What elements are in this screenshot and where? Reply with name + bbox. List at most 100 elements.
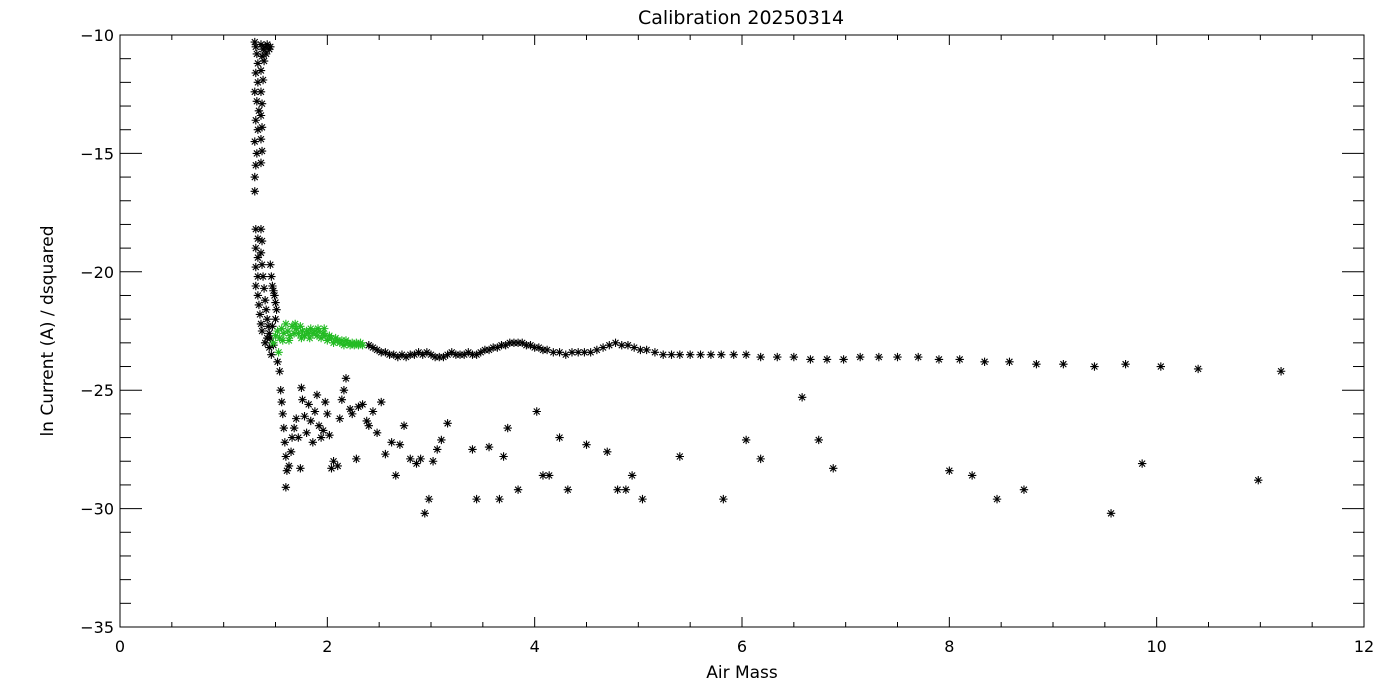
data-point [305, 333, 314, 343]
data-point [372, 428, 382, 438]
x-tick-label: 4 [530, 637, 540, 656]
data-point [980, 357, 989, 366]
data-point [1090, 362, 1099, 371]
x-tick-label: 0 [115, 637, 125, 656]
data-point [893, 352, 902, 362]
data-point [284, 461, 294, 471]
data-point [314, 326, 324, 336]
data-point [323, 336, 332, 345]
data-point [285, 331, 295, 340]
data-point [316, 433, 326, 442]
data-point [549, 348, 558, 357]
data-point [253, 78, 263, 87]
data-point [275, 367, 284, 376]
data-point [318, 426, 328, 435]
data-point [274, 348, 283, 357]
data-point [675, 350, 684, 359]
data-point [282, 466, 292, 475]
data-point [256, 40, 266, 49]
data-point [306, 324, 315, 333]
data-point [443, 419, 452, 428]
data-point [278, 409, 287, 419]
data-point [534, 343, 544, 352]
y-tick-label: −15 [80, 144, 114, 163]
data-point [270, 291, 279, 300]
data-point [393, 352, 403, 362]
data-point [789, 352, 799, 362]
data-point [503, 423, 512, 433]
data-point [659, 350, 668, 359]
axis-ticks [119, 34, 1365, 628]
data-point [372, 345, 382, 355]
data-point [339, 341, 349, 350]
data-point [426, 350, 436, 359]
data-point [538, 471, 548, 480]
data-point [312, 390, 322, 400]
data-point [251, 116, 261, 125]
data-point [364, 421, 373, 430]
data-point [464, 348, 473, 357]
data-point [257, 99, 267, 108]
x-axis-title: Air Mass [706, 663, 778, 683]
data-point [268, 281, 277, 291]
data-point [468, 445, 477, 454]
series-1 [250, 37, 1286, 518]
data-point [256, 248, 266, 258]
data-point [283, 326, 293, 336]
data-point [256, 111, 266, 120]
data-point [306, 416, 315, 426]
data-point [308, 438, 318, 447]
data-point [261, 49, 271, 59]
data-point [339, 386, 349, 395]
data-point [251, 68, 261, 78]
data-point [696, 350, 705, 359]
data-point [257, 52, 267, 61]
data-point [271, 298, 280, 307]
data-point [555, 433, 564, 442]
data-point [806, 355, 815, 364]
data-point [1059, 359, 1068, 369]
data-point [252, 97, 262, 106]
data-point [685, 350, 695, 359]
data-point [252, 49, 262, 59]
data-point [289, 423, 299, 433]
data-point [582, 440, 591, 449]
data-point [418, 350, 427, 359]
data-point [387, 438, 396, 447]
data-point [287, 433, 297, 442]
data-point [281, 319, 291, 329]
data-point [459, 350, 469, 359]
data-point [472, 494, 481, 504]
data-point [914, 352, 923, 362]
data-point [254, 106, 264, 115]
data-point [257, 123, 267, 132]
data-point [945, 466, 954, 475]
data-point [263, 314, 272, 324]
data-point [253, 253, 263, 262]
data-point [333, 461, 342, 471]
data-point [323, 409, 332, 419]
data-point [1156, 362, 1166, 371]
data-point [544, 471, 554, 480]
data-point [290, 319, 300, 329]
data-point [329, 457, 338, 466]
data-point [773, 352, 782, 362]
data-point [316, 333, 326, 343]
data-point [277, 397, 286, 407]
data-point [279, 423, 288, 433]
data-point [555, 348, 564, 357]
y-tick-labels: −35 −30 −25 −20 −15 −10 [80, 26, 114, 637]
data-point [313, 324, 323, 333]
x-tick-label: 8 [944, 637, 954, 656]
data-point [729, 350, 738, 359]
data-point [261, 305, 271, 314]
data-point [335, 414, 344, 423]
data-point [1019, 485, 1029, 494]
y-tick-label: −35 [80, 618, 114, 637]
data-point [253, 234, 263, 243]
data-point [368, 407, 378, 416]
data-point [312, 331, 322, 340]
data-point [259, 284, 269, 293]
data-point [611, 338, 620, 348]
data-point [297, 333, 306, 343]
